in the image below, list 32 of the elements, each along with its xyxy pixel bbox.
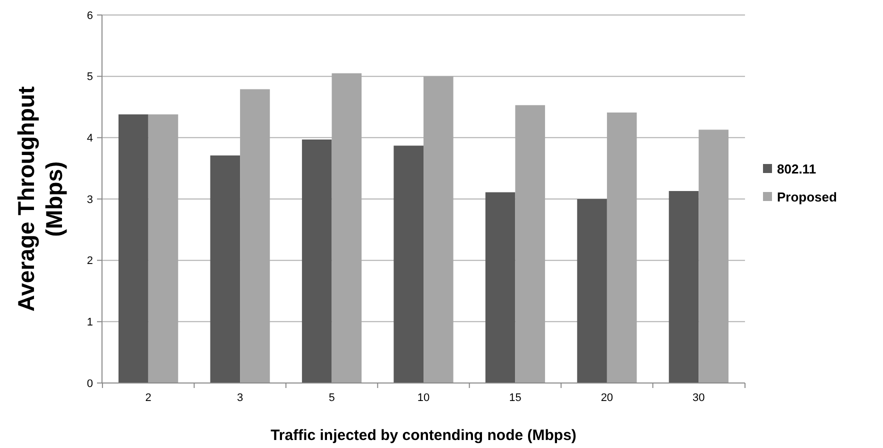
bar xyxy=(302,140,332,383)
x-tick-label: 15 xyxy=(509,392,522,404)
bar xyxy=(118,114,148,383)
bar xyxy=(515,105,546,383)
x-tick-label: 10 xyxy=(417,392,430,404)
y-axis-title: Average Throughput (Mbps) xyxy=(13,86,67,312)
bar xyxy=(210,155,240,383)
bar xyxy=(424,76,454,383)
x-axis-title: Traffic injected by contending node (Mbps) xyxy=(270,427,576,444)
y-tick-label: 1 xyxy=(86,316,93,329)
y-tick-label: 3 xyxy=(86,194,93,206)
y-tick-label: 5 xyxy=(86,71,93,84)
bar xyxy=(606,112,637,383)
bar xyxy=(485,192,516,383)
x-tick-label: 3 xyxy=(236,392,244,404)
y-tick-label: 6 xyxy=(86,10,93,22)
bar xyxy=(577,199,607,383)
x-tick-label: 5 xyxy=(328,392,335,404)
bar xyxy=(698,130,728,383)
bar xyxy=(394,146,424,383)
x-tick-label: 20 xyxy=(600,392,614,404)
legend-label: 802.11 xyxy=(777,162,816,177)
x-tick-label: 30 xyxy=(692,392,705,404)
bar xyxy=(668,191,699,383)
bar xyxy=(332,73,362,383)
bar xyxy=(148,114,178,383)
y-tick-label: 4 xyxy=(86,132,93,145)
x-tick-label: 2 xyxy=(145,392,152,404)
legend-label: Proposed xyxy=(777,190,838,205)
y-tick-label: 0 xyxy=(86,378,93,390)
bar xyxy=(240,89,270,383)
y-tick-label: 2 xyxy=(86,255,93,268)
